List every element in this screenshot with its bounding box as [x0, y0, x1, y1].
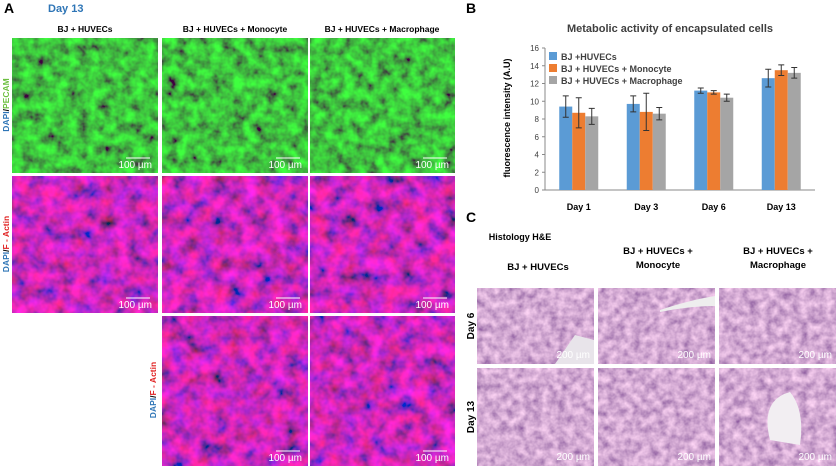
column-header: BJ + HUVECs + Macrophage — [325, 24, 440, 34]
bar — [761, 78, 775, 190]
day-label: Day 13 — [48, 3, 83, 15]
error-bar — [575, 97, 582, 129]
bar — [652, 113, 666, 190]
bar — [720, 97, 734, 190]
micrograph — [310, 176, 455, 313]
error-bar — [562, 95, 569, 118]
bar — [707, 92, 721, 190]
y-tick-label: 0 — [535, 186, 540, 195]
section-title: Histology H&E — [489, 232, 552, 242]
row-label: Day 13 — [466, 400, 477, 433]
micrograph — [162, 38, 308, 173]
legend-swatch — [549, 76, 557, 84]
scale-label: 200 µm — [677, 350, 711, 361]
micrograph — [12, 38, 158, 173]
panel-label: C — [466, 209, 476, 225]
bar — [774, 70, 788, 190]
error-bar — [656, 106, 663, 121]
bar-chart: B Metabolic activity of encapsulated cel… — [466, 0, 815, 212]
x-tick-label: Day 1 — [567, 202, 591, 212]
scale-label: 100 µm — [268, 453, 302, 464]
chart-title: Metabolic activity of encapsulated cells — [567, 23, 773, 35]
error-bar — [697, 87, 704, 94]
bar — [626, 103, 640, 190]
error-bar — [765, 68, 772, 88]
error-bar — [723, 93, 730, 102]
column-header: BJ + HUVECs + — [743, 246, 813, 257]
bar — [572, 112, 586, 190]
tissue-gap — [767, 392, 802, 445]
row-label: DAPI/F - Actin — [148, 362, 158, 418]
scale-label: 100 µm — [118, 160, 152, 171]
panel-label: A — [4, 0, 14, 16]
scale-label: 100 µm — [268, 300, 302, 311]
scale-label: 100 µm — [268, 160, 302, 171]
scale-label: 100 µm — [415, 453, 449, 464]
tissue-gap — [555, 335, 594, 364]
x-tick-label: Day 13 — [767, 202, 796, 212]
column-header: Macrophage — [750, 260, 806, 271]
error-bar — [791, 67, 798, 79]
y-axis-label: fluorescence intensity (A.U) — [502, 58, 512, 177]
micrograph — [162, 176, 308, 313]
y-tick-label: 6 — [535, 133, 540, 142]
x-tick-label: Day 3 — [634, 202, 658, 212]
scale-label: 100 µm — [415, 160, 449, 171]
y-tick-label: 8 — [535, 115, 540, 124]
histology-image — [598, 368, 715, 466]
legend-label: BJ + HUVECs + Macrophage — [561, 76, 683, 86]
panel-label: B — [466, 0, 476, 16]
bar — [639, 111, 653, 190]
micrograph — [310, 316, 455, 466]
y-tick-label: 2 — [535, 168, 540, 177]
scale-label: 200 µm — [798, 452, 832, 463]
histology-image — [719, 288, 836, 364]
column-header: BJ + HUVECs + Monocyte — [183, 24, 288, 34]
bar — [694, 90, 708, 190]
error-bar — [778, 64, 785, 77]
micrograph — [12, 176, 158, 313]
legend-swatch — [549, 64, 557, 72]
error-bar — [588, 107, 595, 125]
y-tick-label: 10 — [530, 97, 539, 106]
scale-label: 100 µm — [118, 300, 152, 311]
column-header: BJ + HUVECs + — [623, 246, 693, 257]
micrograph — [310, 38, 455, 173]
error-bar — [643, 92, 650, 132]
legend-swatch — [549, 52, 557, 60]
column-header: BJ + HUVECs — [57, 24, 112, 34]
scale-label: 200 µm — [556, 452, 590, 463]
micrograph — [162, 316, 308, 466]
y-tick-label: 4 — [535, 151, 540, 160]
scale-label: 200 µm — [798, 350, 832, 361]
row-label: Day 6 — [466, 312, 477, 339]
bar — [585, 116, 599, 190]
column-header: BJ + HUVECs — [507, 262, 569, 273]
error-bar — [710, 90, 717, 95]
row-label: DAPI/PECAM — [1, 78, 11, 131]
scale-label: 100 µm — [415, 300, 449, 311]
y-tick-label: 14 — [530, 62, 539, 71]
scale-label: 200 µm — [677, 452, 711, 463]
histology-image — [477, 368, 594, 466]
bar — [787, 72, 801, 190]
error-bar — [630, 95, 637, 113]
scale-label: 200 µm — [556, 350, 590, 361]
legend-label: BJ + HUVECs + Monocyte — [561, 64, 672, 74]
x-tick-label: Day 6 — [702, 202, 726, 212]
y-tick-label: 12 — [530, 80, 539, 89]
legend-label: BJ +HUVECs — [561, 52, 617, 62]
bar — [559, 106, 573, 190]
column-header: Monocyte — [636, 260, 680, 271]
row-label: DAPI/F - Actin — [1, 216, 11, 272]
tissue-gap — [660, 296, 715, 312]
y-tick-label: 16 — [530, 44, 539, 53]
